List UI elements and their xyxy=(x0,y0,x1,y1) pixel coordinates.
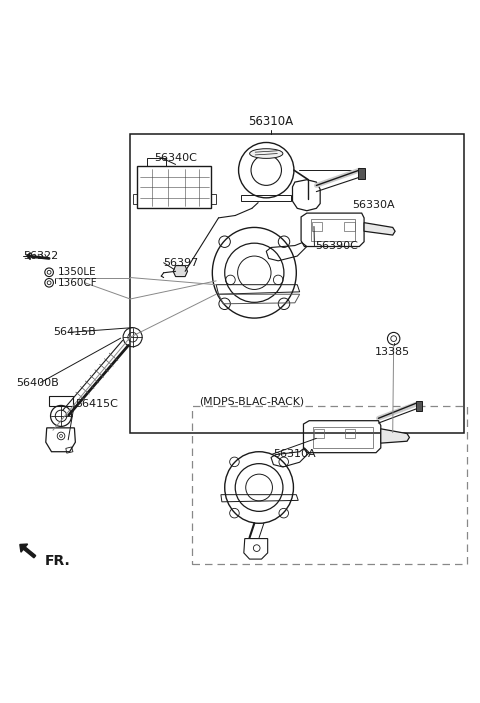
Text: 56340C: 56340C xyxy=(154,153,197,163)
Text: 56310A: 56310A xyxy=(274,449,316,459)
Text: 56415C: 56415C xyxy=(75,399,118,409)
Text: 56330A: 56330A xyxy=(352,200,395,209)
FancyArrow shape xyxy=(20,544,36,557)
Text: 13385: 13385 xyxy=(375,347,410,356)
Text: 1350LE: 1350LE xyxy=(58,267,96,277)
Polygon shape xyxy=(364,223,395,235)
Ellipse shape xyxy=(250,149,283,158)
Polygon shape xyxy=(173,266,188,276)
Text: (MDPS-BLAC-RACK): (MDPS-BLAC-RACK) xyxy=(199,396,305,406)
Polygon shape xyxy=(381,429,409,443)
Text: 56400B: 56400B xyxy=(16,378,59,387)
Text: 56397: 56397 xyxy=(164,258,199,268)
Text: 56310A: 56310A xyxy=(249,115,294,128)
Polygon shape xyxy=(416,401,422,411)
Text: 1360CF: 1360CF xyxy=(58,278,97,288)
Polygon shape xyxy=(359,168,365,179)
Text: 56390C: 56390C xyxy=(315,240,358,250)
Text: FR.: FR. xyxy=(44,553,70,567)
Text: 56415B: 56415B xyxy=(53,328,96,337)
Text: 56322: 56322 xyxy=(23,251,58,261)
